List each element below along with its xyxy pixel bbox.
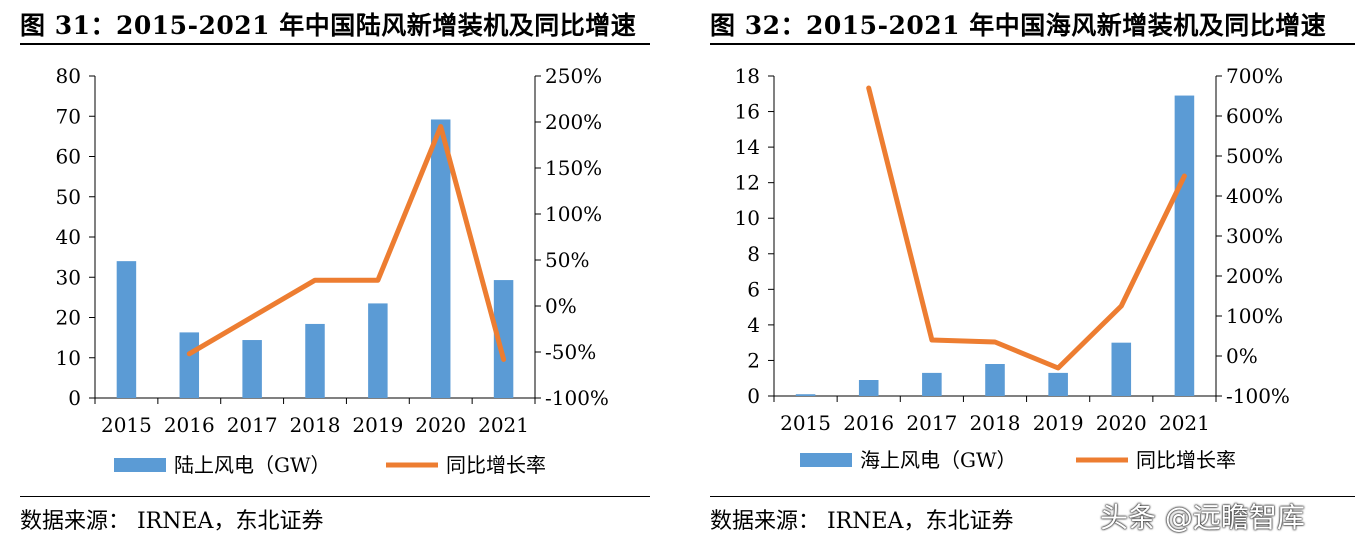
source-rule xyxy=(20,496,650,497)
x-tick-label: 2020 xyxy=(1096,411,1147,435)
bar xyxy=(858,380,879,396)
legend-swatch-bar xyxy=(114,458,166,472)
bar xyxy=(305,323,325,398)
chart-panel-left: 图 31：2015-2021 年中国陆风新增装机及同比增速 0 10 20 30 40 5… xyxy=(0,0,660,545)
growth-rate-line xyxy=(186,124,507,362)
x-tick-label: 2019 xyxy=(352,413,403,437)
bar xyxy=(493,280,514,398)
y-tick-label-left: 8 xyxy=(747,242,760,266)
x-tick-label: 2020 xyxy=(415,413,466,437)
legend-label-bar: 陆上风电（GW） xyxy=(174,453,331,477)
y-tick-label-right: 250% xyxy=(545,64,602,88)
bar xyxy=(242,340,262,398)
title-rule xyxy=(710,43,1355,45)
legend-label-line: 同比增长率 xyxy=(446,453,546,477)
bar xyxy=(1174,95,1195,397)
chart-title: 图 32：2015-2021 年中国海风新增装机及同比增速 xyxy=(710,11,1327,40)
growth-rate-line xyxy=(866,85,1187,371)
bar-line-chart-left: 0 10 20 30 40 50 60 70 80 -100% -50% 0% 50% 100% 150% 2… xyxy=(56,64,609,477)
y-tick-label-right: 50% xyxy=(545,248,589,272)
y-tick-label-right: -100% xyxy=(545,386,609,410)
y-tick-label-left: 14 xyxy=(735,135,760,159)
x-tick-label: 2019 xyxy=(1033,411,1084,435)
x-tick-label: 2015 xyxy=(101,413,152,437)
bar xyxy=(795,394,816,396)
y-tick-label-left: 6 xyxy=(747,277,760,301)
y-tick-label-left: 0 xyxy=(747,384,760,408)
x-tick-label: 2016 xyxy=(843,411,894,435)
y-tick-label-right: 200% xyxy=(545,110,602,134)
y-tick-label-right: -100% xyxy=(1226,384,1290,408)
y-tick-label-left: 18 xyxy=(735,64,760,88)
y-tick-label-left: 30 xyxy=(56,265,81,289)
legend-label-line: 同比增长率 xyxy=(1136,448,1236,472)
y-tick-label-left: 0 xyxy=(68,386,81,410)
y-tick-label-right: 600% xyxy=(1226,104,1283,128)
chart-panel-right: 图 32：2015-2021 年中国海风新增装机及同比增速 0 2 4 6 8 10 12 1… xyxy=(690,0,1363,545)
y-tick-label-left: 10 xyxy=(56,346,81,370)
y-tick-label-left: 10 xyxy=(735,206,760,230)
x-tick-label: 2016 xyxy=(164,413,215,437)
bar xyxy=(116,261,137,398)
x-tick-label: 2017 xyxy=(906,411,957,435)
y-tick-label-right: 300% xyxy=(1226,224,1283,248)
source-rule xyxy=(710,496,1355,497)
bar xyxy=(922,372,942,396)
bar-line-chart-right: 0 2 4 6 8 10 12 14 16 18 -100% 0% 100% 200% 300% 400% 50… xyxy=(735,64,1290,472)
bar xyxy=(985,364,1005,396)
bar xyxy=(179,332,200,398)
x-tick-label: 2015 xyxy=(780,411,831,435)
y-tick-label-left: 40 xyxy=(56,225,81,249)
x-tick-label: 2018 xyxy=(290,413,341,437)
x-tick-label: 2017 xyxy=(227,413,278,437)
y-tick-label-right: 200% xyxy=(1226,264,1283,288)
y-tick-label-right: 100% xyxy=(1226,304,1283,328)
y-tick-label-left: 80 xyxy=(56,64,81,88)
y-tick-label-left: 50 xyxy=(56,185,81,209)
legend-swatch-bar xyxy=(800,453,852,467)
y-tick-label-left: 16 xyxy=(735,100,760,124)
chart-title: 图 31：2015-2021 年中国陆风新增装机及同比增速 xyxy=(20,11,637,40)
y-tick-label-right: 500% xyxy=(1226,144,1283,168)
y-tick-label-left: 2 xyxy=(747,348,760,372)
y-tick-label-left: 70 xyxy=(56,104,81,128)
bar xyxy=(1048,372,1068,396)
title-rule xyxy=(20,43,650,45)
legend-label-bar: 海上风电（GW） xyxy=(860,448,1017,472)
y-tick-label-right: 0% xyxy=(545,294,577,318)
bar xyxy=(368,303,388,398)
source-note: 数据来源： IRNEA，东北证券 xyxy=(20,509,324,534)
bar xyxy=(1111,342,1132,396)
y-tick-label-right: -50% xyxy=(545,340,596,364)
y-tick-label-left: 20 xyxy=(56,306,81,330)
x-tick-label: 2021 xyxy=(1159,411,1210,435)
source-note: 数据来源： IRNEA，东北证券 xyxy=(710,509,1014,534)
y-tick-label-right: 700% xyxy=(1226,64,1283,88)
y-tick-label-right: 400% xyxy=(1226,184,1283,208)
y-tick-label-left: 4 xyxy=(747,313,760,337)
y-tick-label-right: 0% xyxy=(1226,344,1258,368)
x-tick-label: 2018 xyxy=(970,411,1021,435)
y-tick-label-right: 150% xyxy=(545,156,602,180)
y-tick-label-left: 12 xyxy=(735,171,760,195)
y-tick-label-left: 60 xyxy=(56,145,81,169)
y-tick-label-right: 100% xyxy=(545,202,602,226)
x-tick-label: 2021 xyxy=(478,413,529,437)
watermark: 头条 @远瞻智库 xyxy=(1100,501,1305,534)
bar xyxy=(430,119,451,398)
